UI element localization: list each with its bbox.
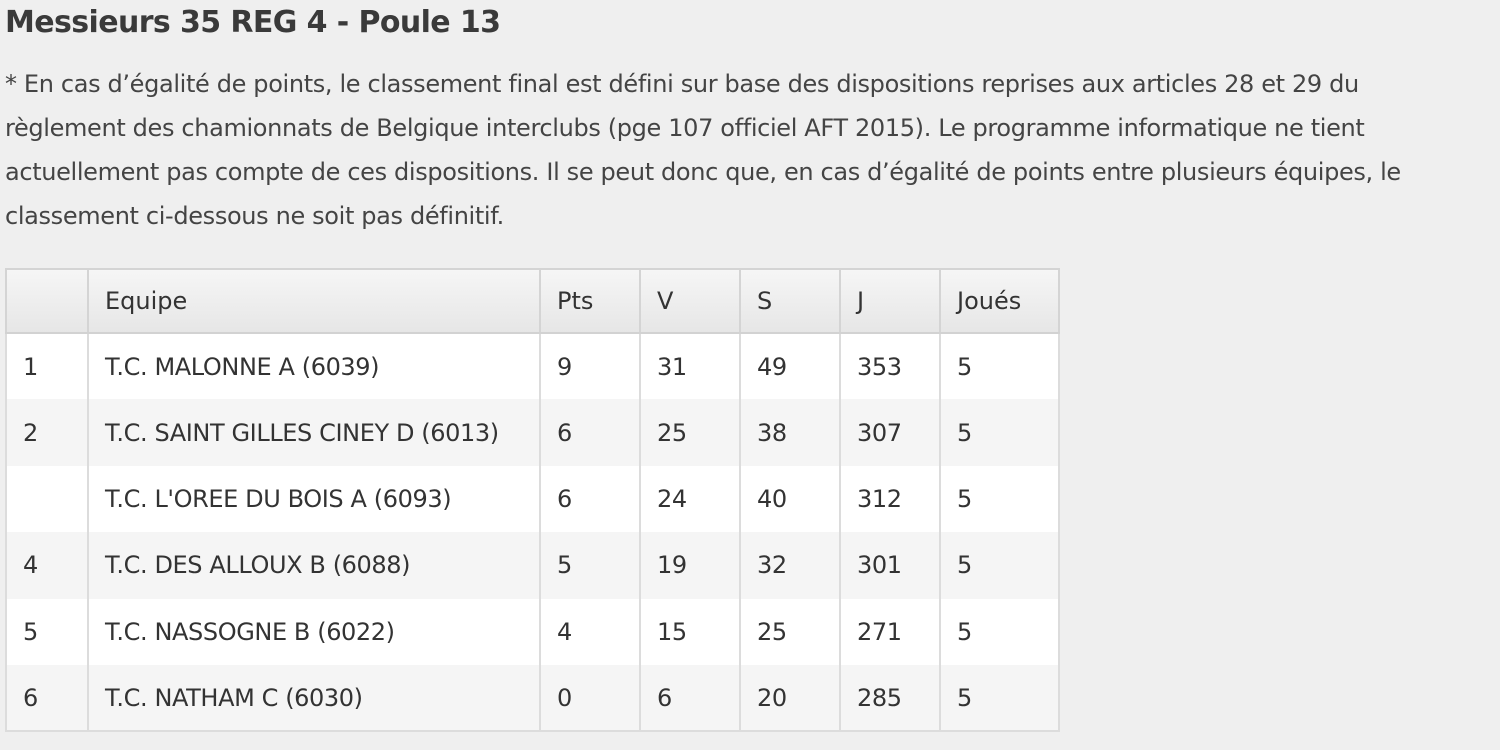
header-played: Joués xyxy=(939,268,1060,334)
page-title: Messieurs 35 REG 4 - Poule 13 xyxy=(5,5,501,40)
cell-s: 32 xyxy=(739,532,840,599)
ranking-table: Equipe Pts V S J Joués 1 T.C. MALONNE A … xyxy=(5,268,1060,733)
table-row: T.C. L'OREE DU BOIS A (6093) 6 24 40 312… xyxy=(5,465,1060,533)
cell-team: T.C. NASSOGNE B (6022) xyxy=(87,598,540,665)
cell-s: 49 xyxy=(739,333,840,400)
table-header-row: Equipe Pts V S J Joués xyxy=(5,268,1060,334)
cell-points: 6 xyxy=(539,399,640,466)
cell-rank: 4 xyxy=(5,532,88,599)
cell-v: 25 xyxy=(639,399,740,466)
cell-rank: 6 xyxy=(5,664,88,733)
cell-s: 20 xyxy=(739,664,840,733)
cell-team: T.C. NATHAM C (6030) xyxy=(87,664,540,733)
disclaimer-line: règlement des chamionnats de Belgique in… xyxy=(5,114,1365,142)
table-row: 2 T.C. SAINT GILLES CINEY D (6013) 6 25 … xyxy=(5,399,1060,466)
cell-played: 5 xyxy=(939,465,1060,533)
cell-rank xyxy=(5,465,88,533)
cell-team: T.C. MALONNE A (6039) xyxy=(87,333,540,400)
cell-rank: 2 xyxy=(5,399,88,466)
cell-rank: 5 xyxy=(5,598,88,665)
cell-s: 38 xyxy=(739,399,840,466)
cell-team: T.C. SAINT GILLES CINEY D (6013) xyxy=(87,399,540,466)
cell-j: 312 xyxy=(839,465,940,533)
table-row: 6 T.C. NATHAM C (6030) 0 6 20 285 5 xyxy=(5,664,1060,733)
cell-s: 25 xyxy=(739,598,840,665)
cell-j: 307 xyxy=(839,399,940,466)
disclaimer-line: actuellement pas compte de ces dispositi… xyxy=(5,158,1401,186)
cell-played: 5 xyxy=(939,399,1060,466)
cell-points: 6 xyxy=(539,465,640,533)
disclaimer-text: * En cas d’égalité de points, le classem… xyxy=(5,62,1495,238)
cell-v: 6 xyxy=(639,664,740,733)
cell-played: 5 xyxy=(939,532,1060,599)
cell-points: 4 xyxy=(539,598,640,665)
cell-played: 5 xyxy=(939,598,1060,665)
cell-rank: 1 xyxy=(5,333,88,400)
cell-team: T.C. DES ALLOUX B (6088) xyxy=(87,532,540,599)
header-j: J xyxy=(839,268,940,334)
table-row: 5 T.C. NASSOGNE B (6022) 4 15 25 271 5 xyxy=(5,598,1060,665)
cell-j: 353 xyxy=(839,333,940,400)
cell-s: 40 xyxy=(739,465,840,533)
cell-j: 271 xyxy=(839,598,940,665)
header-rank xyxy=(5,268,88,334)
cell-points: 9 xyxy=(539,333,640,400)
cell-j: 301 xyxy=(839,532,940,599)
cell-v: 31 xyxy=(639,333,740,400)
cell-team: T.C. L'OREE DU BOIS A (6093) xyxy=(87,465,540,533)
disclaimer-line: * En cas d’égalité de points, le classem… xyxy=(5,70,1359,98)
cell-j: 285 xyxy=(839,664,940,733)
cell-played: 5 xyxy=(939,664,1060,733)
cell-v: 15 xyxy=(639,598,740,665)
cell-points: 5 xyxy=(539,532,640,599)
cell-v: 19 xyxy=(639,532,740,599)
disclaimer-line: classement ci-dessous ne soit pas défini… xyxy=(5,202,504,230)
header-v: V xyxy=(639,268,740,334)
header-team: Equipe xyxy=(87,268,540,334)
table-row: 1 T.C. MALONNE A (6039) 9 31 49 353 5 xyxy=(5,333,1060,400)
header-points: Pts xyxy=(539,268,640,334)
cell-v: 24 xyxy=(639,465,740,533)
table-row: 4 T.C. DES ALLOUX B (6088) 5 19 32 301 5 xyxy=(5,532,1060,599)
cell-points: 0 xyxy=(539,664,640,733)
header-s: S xyxy=(739,268,840,334)
cell-played: 5 xyxy=(939,333,1060,400)
